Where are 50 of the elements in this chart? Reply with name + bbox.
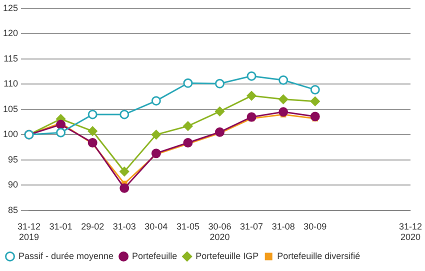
x-tick-label: 31-05 bbox=[176, 221, 200, 232]
y-tick-label: 105 bbox=[2, 104, 18, 114]
point bbox=[183, 78, 193, 88]
point bbox=[183, 138, 193, 148]
x-tick-label: 31-12 2020 bbox=[398, 221, 422, 242]
y-tick-label: 100 bbox=[2, 129, 18, 140]
point bbox=[215, 106, 225, 116]
y-tick-label: 110 bbox=[4, 78, 18, 89]
legend-label: Portefeuille IGP bbox=[196, 250, 259, 261]
point bbox=[310, 112, 320, 122]
point bbox=[151, 96, 161, 106]
point bbox=[310, 96, 320, 106]
y-tick-label: 95 bbox=[8, 154, 18, 164]
point bbox=[56, 120, 66, 130]
point bbox=[88, 138, 98, 148]
x-tick-label: 29-02 bbox=[81, 221, 104, 232]
x-tick-label: 30-06 2020 bbox=[208, 221, 232, 242]
x-tick-label: 30-09 bbox=[304, 221, 327, 232]
y-tick-label: 85 bbox=[8, 204, 18, 215]
y-tick-label: 125 bbox=[2, 2, 18, 13]
point bbox=[246, 112, 256, 122]
point bbox=[120, 110, 130, 120]
point bbox=[56, 128, 66, 138]
point bbox=[278, 94, 288, 104]
y-tick-label: 90 bbox=[8, 180, 18, 190]
point bbox=[151, 148, 161, 158]
point bbox=[246, 71, 256, 81]
x-tick-label: 31-07 bbox=[240, 221, 264, 232]
point bbox=[215, 78, 225, 88]
point bbox=[310, 84, 320, 94]
point bbox=[120, 183, 130, 193]
x-tick-label: 31-08 bbox=[272, 221, 295, 232]
x-tick-label: 31-01 bbox=[49, 221, 72, 232]
y-tick-label: 120 bbox=[2, 28, 18, 38]
y-tick-label: 115 bbox=[4, 53, 18, 64]
point bbox=[246, 91, 256, 101]
x-tick-label: 31-03 bbox=[112, 221, 136, 232]
point bbox=[278, 107, 288, 117]
x-tick-label: 30-04 bbox=[144, 221, 168, 232]
legend-label: Portefeuille bbox=[132, 250, 178, 261]
legend-label: Portefeuille diversifié bbox=[277, 250, 360, 261]
point bbox=[215, 127, 225, 137]
point bbox=[88, 126, 98, 136]
point bbox=[278, 75, 288, 85]
point bbox=[183, 121, 193, 131]
point bbox=[151, 130, 161, 140]
legend-label: Passif - durée moyenne bbox=[18, 250, 114, 261]
point bbox=[88, 110, 98, 120]
point bbox=[120, 166, 130, 176]
x-tick-label: 31-12 2019 bbox=[18, 221, 41, 242]
